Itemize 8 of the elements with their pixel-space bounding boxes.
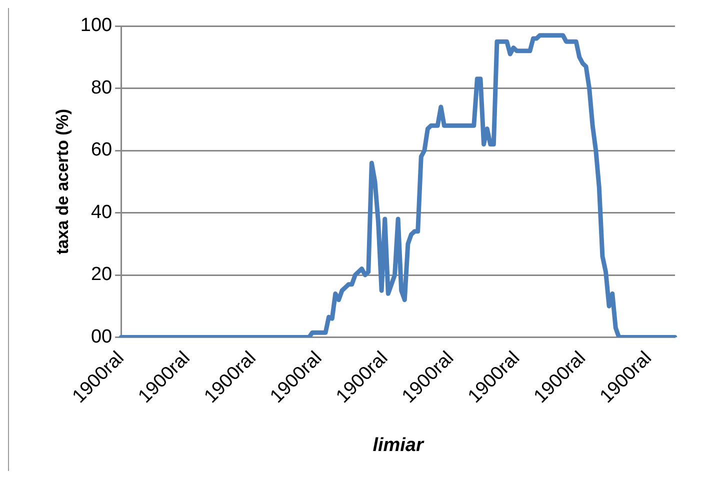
y-axis-title: taxa de acerto (%) [52, 108, 72, 254]
y-tick-label: 80 [90, 77, 112, 98]
y-tick-label: 60 [90, 140, 112, 161]
y-tick-label: 100 [80, 15, 112, 36]
x-axis-title: limiar [372, 434, 425, 456]
y-tick-label: 00 [90, 326, 112, 348]
y-tick-label: 20 [90, 264, 112, 286]
y-tick-label: 40 [90, 202, 112, 223]
